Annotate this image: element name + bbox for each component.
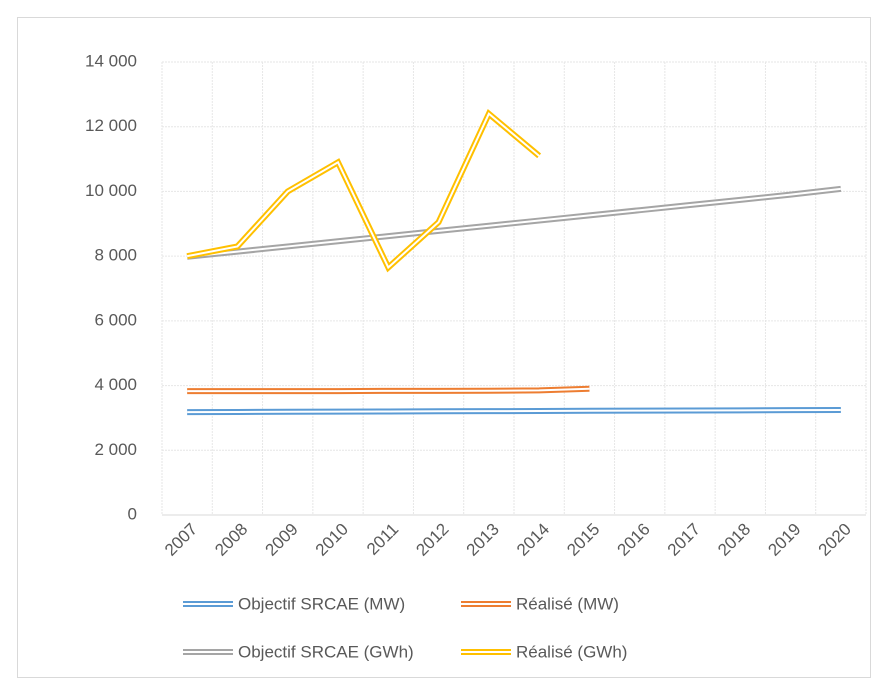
chart-border bbox=[17, 17, 871, 678]
legend-label: Réalisé (GWh) bbox=[516, 642, 627, 661]
y-tick-label: 0 bbox=[128, 504, 137, 523]
legend-label: Objectif SRCAE (GWh) bbox=[238, 642, 414, 661]
y-tick-label: 8 000 bbox=[94, 246, 137, 265]
y-tick-label: 2 000 bbox=[94, 440, 137, 459]
series-line-inner bbox=[187, 409, 841, 414]
legend-label: Réalisé (MW) bbox=[516, 594, 619, 613]
series-line-inner bbox=[187, 387, 590, 393]
y-tick-label: 12 000 bbox=[85, 116, 137, 135]
series-line-inner bbox=[187, 187, 841, 258]
y-tick-label: 14 000 bbox=[85, 51, 137, 70]
series-line-inner bbox=[186, 112, 540, 270]
legend-label: Objectif SRCAE (MW) bbox=[238, 594, 405, 613]
y-tick-label: 10 000 bbox=[85, 181, 137, 200]
y-tick-label: 6 000 bbox=[94, 310, 137, 329]
y-tick-label: 4 000 bbox=[94, 375, 137, 394]
